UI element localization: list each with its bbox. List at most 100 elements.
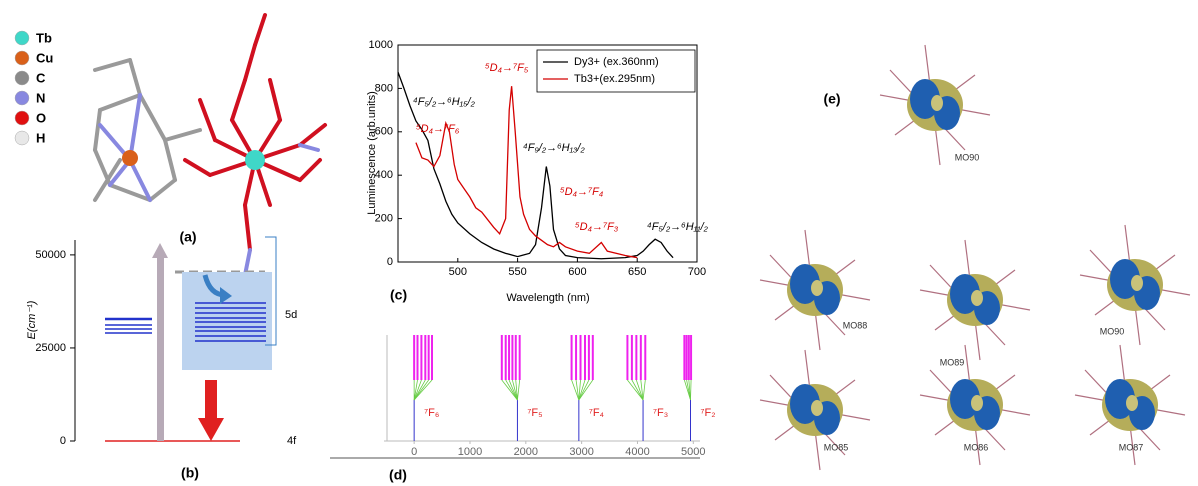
legend-label: C — [36, 70, 46, 85]
fan — [508, 379, 518, 401]
x-tick-label: 0 — [411, 446, 417, 458]
annotation: ⁴F₅/₂→⁶H₁₅/₂ — [413, 96, 476, 108]
orbital — [879, 44, 991, 166]
legend-label: O — [36, 110, 46, 125]
level-label: ⁷F₃ — [653, 407, 668, 419]
fan — [575, 379, 580, 401]
orbital-label: MO90 — [1100, 326, 1125, 336]
orbital-label: MO85 — [824, 442, 849, 452]
atom-swatch — [14, 30, 30, 46]
x-tick-label: 5000 — [681, 446, 705, 458]
orbital-label: MO89 — [940, 357, 965, 367]
fan — [635, 379, 644, 401]
lobe — [790, 384, 820, 424]
x-tick-label: 650 — [628, 266, 646, 278]
atom-swatch — [14, 90, 30, 106]
y-tick-label: 0 — [387, 256, 393, 268]
atom-swatch — [14, 130, 30, 146]
lobe — [971, 290, 983, 306]
orbital — [919, 344, 1031, 466]
x-tick-label: 500 — [449, 266, 467, 278]
fan — [505, 379, 518, 401]
annotation: ⁵D₄→⁷F₆ — [416, 123, 460, 135]
level-label: ⁷F₆ — [424, 407, 439, 419]
y-tick-label: 50000 — [35, 249, 66, 261]
fan — [627, 379, 644, 401]
fan — [642, 379, 646, 401]
x-tick-label: 1000 — [458, 446, 482, 458]
orbital — [919, 239, 1031, 361]
lobe — [950, 274, 980, 314]
annotation: 5d — [285, 309, 297, 321]
legend-box — [536, 49, 696, 93]
fan — [517, 379, 521, 401]
y-tick-label: 400 — [375, 169, 393, 181]
lobe — [910, 79, 940, 119]
lobe — [811, 400, 823, 416]
atom-swatch — [14, 110, 30, 126]
level-label: ⁷F₄ — [589, 407, 605, 419]
lobe — [1126, 395, 1138, 411]
fan — [413, 379, 433, 401]
fan — [578, 379, 586, 401]
legend-label: N — [36, 90, 45, 105]
atom-swatch — [14, 50, 30, 66]
y-axis-title: E(cm⁻¹) — [26, 300, 38, 339]
caption: (a) — [179, 229, 196, 245]
fan — [631, 379, 644, 401]
annotation: 4f — [287, 435, 297, 447]
fan — [501, 379, 518, 401]
legend-label: H — [36, 130, 45, 145]
orbital-label: MO86 — [964, 442, 989, 452]
annotation: ⁴F₉/₂→⁶H₁₃/₂ — [523, 142, 585, 154]
lobe — [1110, 259, 1140, 299]
orbital — [759, 349, 871, 471]
annotation: ⁵D₄→⁷F₃ — [575, 221, 619, 233]
legend-label: Dy3+ (ex.360nm) — [574, 56, 659, 68]
fan — [690, 379, 692, 401]
caption: (d) — [389, 467, 407, 483]
orbital — [1079, 224, 1191, 346]
orbital-label: MO88 — [843, 320, 868, 330]
level-label: ⁷F₅ — [527, 407, 542, 419]
fan — [571, 379, 580, 401]
lobe — [1131, 275, 1143, 291]
caption: (b) — [181, 465, 199, 481]
orbital-label: MO90 — [955, 152, 980, 162]
lobe — [790, 264, 820, 304]
fan — [578, 379, 581, 401]
fan — [578, 379, 590, 401]
atom-swatch — [14, 70, 30, 86]
y-tick-label: 200 — [375, 213, 393, 225]
y-tick-label: 800 — [375, 82, 393, 94]
orbital-label: MO87 — [1119, 442, 1144, 452]
legend-label: Tb — [36, 30, 52, 45]
x-tick-label: 600 — [568, 266, 586, 278]
fan — [413, 379, 429, 401]
fan — [640, 379, 644, 401]
y-tick-label: 0 — [60, 435, 66, 447]
line — [397, 71, 674, 260]
level-label: ⁷F₂ — [701, 407, 716, 419]
x-tick-label: 4000 — [625, 446, 649, 458]
legend-label: Tb3+(ex.295nm) — [574, 73, 655, 85]
x-tick-label: 3000 — [569, 446, 593, 458]
caption: (c) — [390, 287, 407, 303]
lobe — [1105, 379, 1135, 419]
x-tick-label: 2000 — [514, 446, 538, 458]
plot-frame — [397, 44, 698, 263]
lobe — [950, 379, 980, 419]
fan — [413, 379, 418, 401]
x-tick-label: 550 — [508, 266, 526, 278]
energy-diagram — [105, 236, 277, 442]
annotation: ⁵D₄→⁷F₅ — [485, 62, 529, 74]
y-tick-label: 25000 — [35, 342, 66, 354]
lobe — [811, 280, 823, 296]
caption: (e) — [823, 91, 840, 107]
annotation: ⁴F₅/₂→⁶H₁₁/₂ — [647, 221, 709, 233]
annotation: ⁵D₄→⁷F₄ — [560, 186, 603, 198]
molecule — [93, 13, 327, 302]
lobe — [931, 95, 943, 111]
lobe — [971, 395, 983, 411]
